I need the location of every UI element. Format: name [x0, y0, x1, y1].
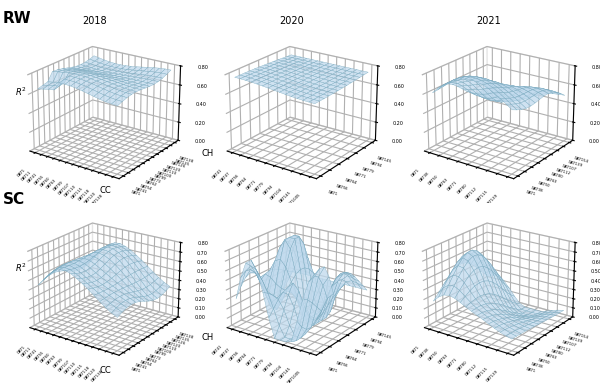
Text: CH: CH: [201, 332, 213, 342]
Text: $R^2$: $R^2$: [15, 86, 27, 98]
Title: 2021: 2021: [476, 16, 501, 26]
Title: 2018: 2018: [82, 16, 107, 26]
Text: SC: SC: [3, 192, 25, 206]
Title: 2020: 2020: [279, 16, 304, 26]
Text: CC: CC: [99, 187, 111, 195]
Text: CC: CC: [99, 367, 111, 375]
Text: CH: CH: [201, 149, 213, 158]
Text: $R^2$: $R^2$: [15, 262, 27, 274]
Text: RW: RW: [3, 11, 32, 26]
